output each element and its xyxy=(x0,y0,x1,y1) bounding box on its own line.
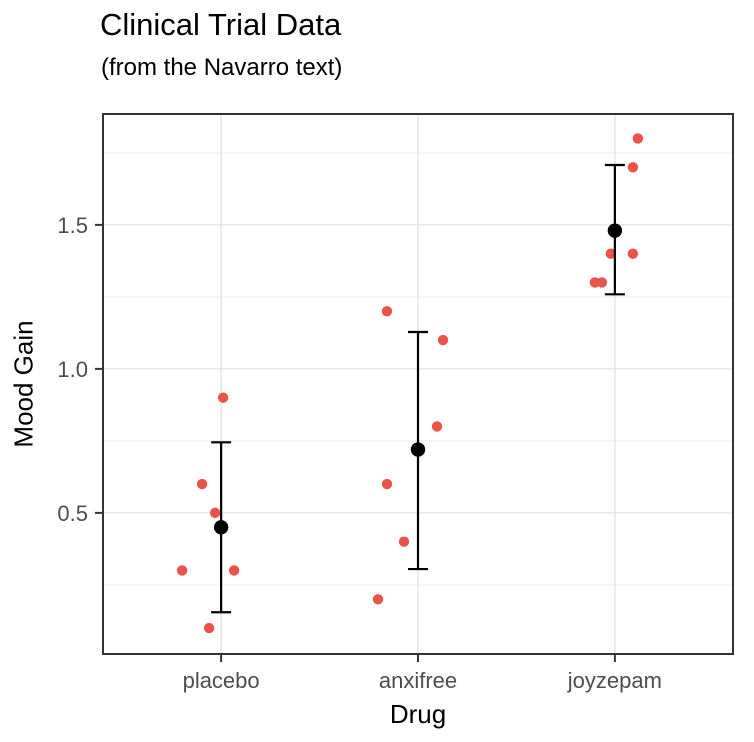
data-point xyxy=(398,536,410,547)
data-point xyxy=(627,248,639,259)
data-point xyxy=(196,478,208,490)
x-category-label: joyzepam xyxy=(567,668,662,693)
data-point xyxy=(228,565,240,576)
data-point xyxy=(217,392,229,403)
data-point xyxy=(381,478,393,490)
chart-title: Clinical Trial Data xyxy=(100,7,342,42)
data-point xyxy=(431,421,443,432)
y-tick-label: 0.5 xyxy=(57,501,88,526)
mean-point xyxy=(410,442,426,457)
chart-subtitle: (from the Navarro text) xyxy=(101,54,343,81)
y-axis-title: Mood Gain xyxy=(8,320,39,448)
data-point xyxy=(632,133,644,144)
x-category-label: placebo xyxy=(183,668,260,693)
x-category-label: anxifree xyxy=(379,668,457,693)
data-point xyxy=(605,248,617,259)
data-point xyxy=(209,507,221,519)
y-tick-label: 1.0 xyxy=(57,357,88,382)
data-point xyxy=(596,277,608,288)
x-axis-title: Drug xyxy=(389,699,447,729)
data-point xyxy=(437,334,449,346)
y-tick-label: 1.5 xyxy=(57,213,88,238)
data-point xyxy=(203,622,215,634)
mean-point xyxy=(213,520,229,535)
data-point xyxy=(372,594,384,605)
data-point xyxy=(381,306,393,317)
data-point xyxy=(627,162,639,173)
data-point xyxy=(176,565,188,576)
mean-point xyxy=(607,223,623,238)
